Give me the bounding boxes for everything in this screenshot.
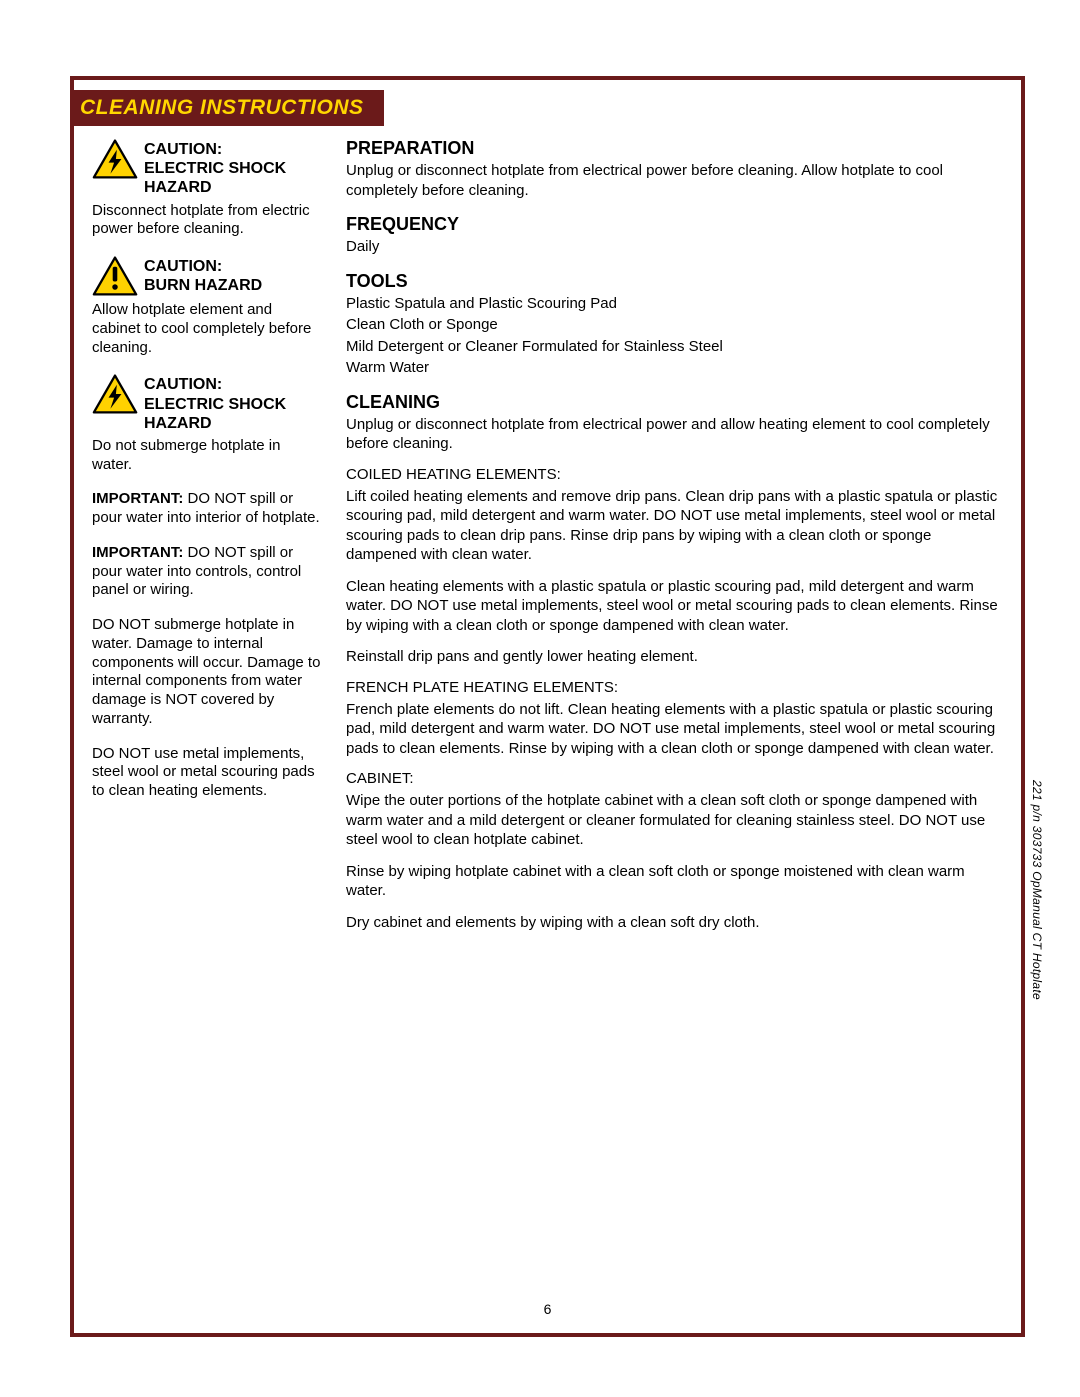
- caution-electric-1: CAUTION: ELECTRIC SHOCK HAZARD Disconnec…: [92, 138, 324, 239]
- important-note-2: IMPORTANT: DO NOT spill or pour water in…: [92, 544, 324, 600]
- tools-line: Clean Cloth or Sponge: [346, 315, 1003, 335]
- preparation-heading: PREPARATION: [346, 138, 1003, 159]
- tools-line: Warm Water: [346, 358, 1003, 378]
- caution-subtitle: ELECTRIC SHOCK HAZARD: [144, 396, 286, 432]
- cleaning-heading: CLEANING: [346, 392, 1003, 413]
- caution-title: CAUTION:: [144, 258, 222, 275]
- cleaning-paragraph: Rinse by wiping hotplate cabinet with a …: [346, 862, 1003, 901]
- section-banner: CLEANING INSTRUCTIONS: [70, 90, 384, 126]
- burn-hazard-icon: [92, 255, 138, 297]
- frequency-heading: FREQUENCY: [346, 214, 1003, 235]
- important-label: IMPORTANT:: [92, 544, 183, 561]
- warning-paragraph: DO NOT use metal implements, steel wool …: [92, 745, 324, 801]
- cleaning-paragraph: Wipe the outer portions of the hotplate …: [346, 791, 1003, 850]
- caution-subtitle: BURN HAZARD: [144, 277, 262, 294]
- right-column: PREPARATION Unplug or disconnect hotplat…: [346, 138, 1003, 944]
- cabinet-subheading: CABINET:: [346, 770, 1003, 787]
- caution-body: Disconnect hotplate from electric power …: [92, 202, 324, 240]
- preparation-body: Unplug or disconnect hotplate from elect…: [346, 161, 1003, 200]
- electric-hazard-icon: [92, 138, 138, 180]
- tools-heading: TOOLS: [346, 271, 1003, 292]
- important-label: IMPORTANT:: [92, 490, 183, 507]
- cleaning-paragraph: Lift coiled heating elements and remove …: [346, 487, 1003, 565]
- electric-hazard-icon: [92, 373, 138, 415]
- caution-body: Allow hotplate element and cabinet to co…: [92, 301, 324, 357]
- document-id-sidenote: 221 p/n 303733 OpManual CT Hotplate: [1030, 780, 1044, 1000]
- french-plate-subheading: FRENCH PLATE HEATING ELEMENTS:: [346, 679, 1003, 696]
- cleaning-paragraph: Clean heating elements with a plastic sp…: [346, 577, 1003, 636]
- warning-paragraph: DO NOT submerge hotplate in water. Damag…: [92, 616, 324, 729]
- caution-electric-2: CAUTION: ELECTRIC SHOCK HAZARD Do not su…: [92, 373, 324, 474]
- tools-line: Plastic Spatula and Plastic Scouring Pad: [346, 294, 1003, 314]
- cleaning-paragraph: French plate elements do not lift. Clean…: [346, 700, 1003, 759]
- caution-body: Do not submerge hotplate in water.: [92, 437, 324, 475]
- tools-line: Mild Detergent or Cleaner Formulated for…: [346, 337, 1003, 357]
- caution-subtitle: ELECTRIC SHOCK HAZARD: [144, 160, 286, 196]
- cleaning-paragraph: Dry cabinet and elements by wiping with …: [346, 913, 1003, 933]
- caution-title: CAUTION:: [144, 376, 222, 393]
- caution-burn: CAUTION: BURN HAZARD Allow hotplate elem…: [92, 255, 324, 357]
- coiled-subheading: COILED HEATING ELEMENTS:: [346, 466, 1003, 483]
- important-note-1: IMPORTANT: DO NOT spill or pour water in…: [92, 490, 324, 528]
- caution-title: CAUTION:: [144, 141, 222, 158]
- frequency-body: Daily: [346, 237, 1003, 257]
- page-frame: CLEANING INSTRUCTIONS CAUTION: ELECTRIC …: [70, 76, 1025, 1337]
- cleaning-paragraph: Unplug or disconnect hotplate from elect…: [346, 415, 1003, 454]
- content-columns: CAUTION: ELECTRIC SHOCK HAZARD Disconnec…: [74, 126, 1021, 964]
- left-column: CAUTION: ELECTRIC SHOCK HAZARD Disconnec…: [92, 138, 324, 944]
- page-number: 6: [74, 1301, 1021, 1317]
- cleaning-paragraph: Reinstall drip pans and gently lower hea…: [346, 647, 1003, 667]
